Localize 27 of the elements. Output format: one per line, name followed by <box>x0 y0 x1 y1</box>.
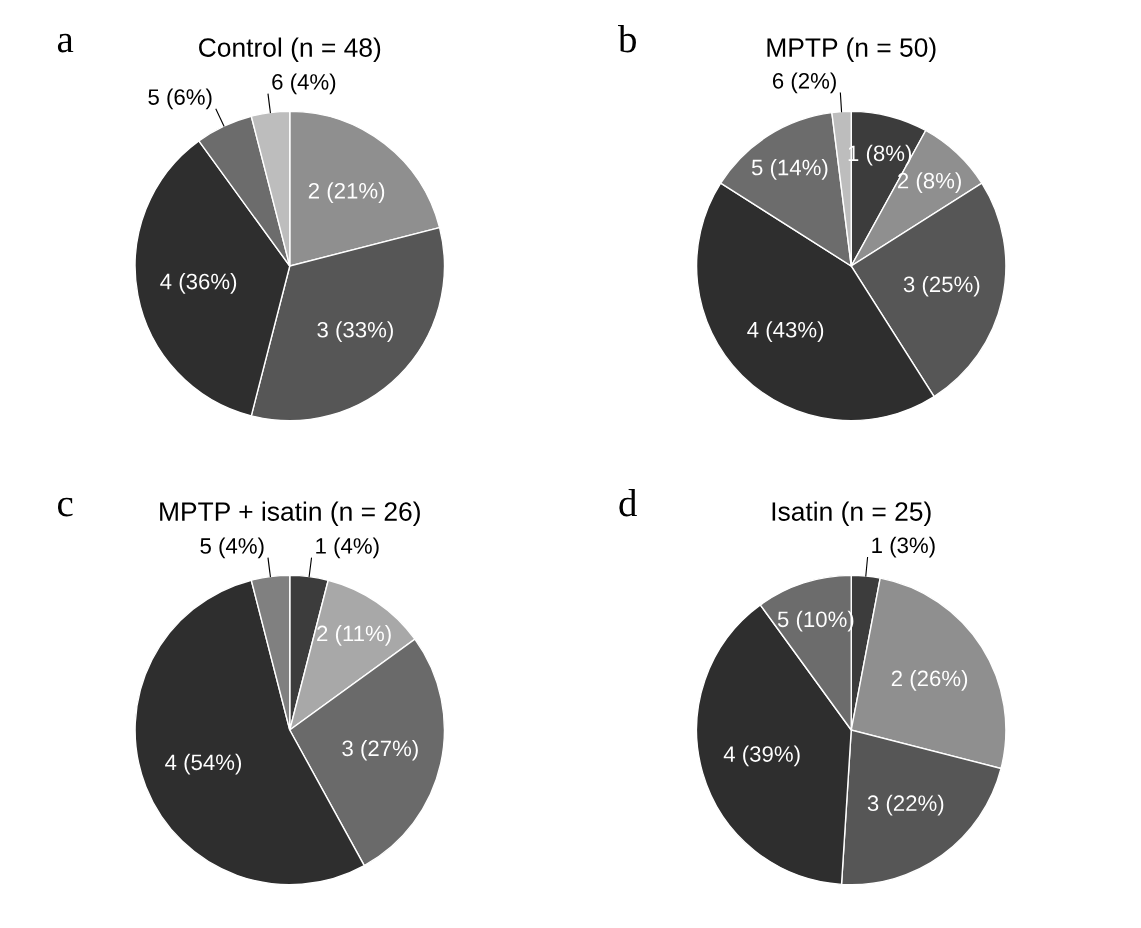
slice-label: 6 (2%) <box>772 72 836 94</box>
slice-label: 4 (36%) <box>160 273 237 294</box>
slice-label: 6 (4%) <box>272 73 336 95</box>
slice-label: 2 (21%) <box>308 182 385 204</box>
slice-label: 3 (27%) <box>342 739 418 761</box>
slice-label: 5 (14%) <box>751 159 828 180</box>
slice-label: 1 (3%) <box>872 536 935 558</box>
chart-title: MPTP + isatin (n = 26) <box>160 501 420 527</box>
slice-label: 4 (43%) <box>747 321 824 342</box>
chart-title: MPTP (n = 50) <box>767 37 936 63</box>
slice-label: 3 (25%) <box>903 275 980 297</box>
chart-title: Isatin (n = 25) <box>772 501 931 527</box>
slice-label: 2 (26%) <box>891 669 968 691</box>
text: b <box>618 25 636 53</box>
slice-label: 3 (22%) <box>867 794 944 816</box>
text: c <box>58 497 73 517</box>
text: d <box>619 489 637 517</box>
slice-label: 4 (54%) <box>165 753 242 775</box>
slice-label: 3 (33%) <box>317 321 393 342</box>
slice-label: 5 (6%) <box>148 88 212 110</box>
slice-label: 5 (4%) <box>200 537 264 559</box>
text: a <box>57 33 74 53</box>
slice-label: 4 (39%) <box>723 745 800 767</box>
chart-title: Control (n = 48) <box>199 37 381 63</box>
slice-label: 2 (8%) <box>897 172 961 193</box>
slice-label: 2 (11%) <box>317 625 391 646</box>
slice-label: 1 (4%) <box>316 537 379 559</box>
